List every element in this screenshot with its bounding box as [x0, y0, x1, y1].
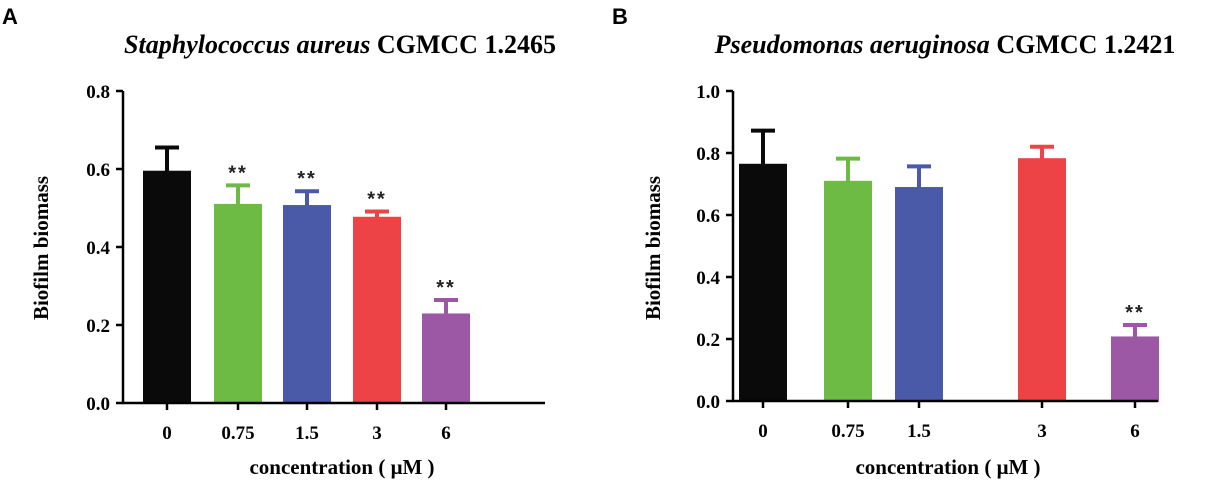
- panel-a: A Staphylococcus aureus CGMCC 1.2465 Bio…: [2, 4, 556, 479]
- x-tick-label-b-6: 6: [1130, 421, 1140, 442]
- significance-mark-a-6: **: [436, 277, 456, 299]
- plot-area-a: ** ** ** ** 0.0 0.2 0.4 0.6 0.8 0 0.75 1.5 3 6: [86, 82, 545, 444]
- y-tick-label-b-0.0: 0.0: [696, 392, 720, 413]
- chart-title-a-species: Staphylococcus aureus: [124, 30, 370, 59]
- panel-letter-b: B: [612, 4, 628, 29]
- chart-title-b: Pseudomonas aeruginosa CGMCC 1.2421: [714, 30, 1176, 59]
- y-tick-label-a-0.0: 0.0: [86, 394, 110, 415]
- error-bar-a-0.75: [226, 183, 250, 205]
- significance-mark-a-1.5: **: [297, 168, 317, 190]
- y-tick-label-b-0.6: 0.6: [696, 206, 720, 227]
- bar-a-6: [422, 313, 470, 404]
- x-tick-label-a-1.5: 1.5: [295, 423, 319, 444]
- chart-title-a: Staphylococcus aureus CGMCC 1.2465: [124, 30, 556, 59]
- x-tick-label-b-3: 3: [1037, 421, 1047, 442]
- y-tick-label-a-0.8: 0.8: [86, 82, 110, 103]
- x-axis-label-b: concentration ( μM ): [855, 455, 1040, 479]
- bar-a-3: [353, 216, 401, 404]
- y-tick-label-a-0.6: 0.6: [86, 160, 110, 181]
- x-tick-label-a-6: 6: [441, 423, 451, 444]
- y-tick-label-b-0.4: 0.4: [696, 268, 720, 289]
- error-bar-b-6: [1123, 323, 1147, 338]
- y-tick-label-b-0.8: 0.8: [696, 144, 720, 165]
- bar-b-0: [739, 163, 787, 402]
- y-tick-label-b-0.2: 0.2: [696, 330, 720, 351]
- panel-letter-a: A: [2, 4, 18, 29]
- error-bar-b-3: [1030, 144, 1054, 160]
- error-bar-a-0: [155, 145, 179, 172]
- x-tick-label-b-0: 0: [758, 421, 768, 442]
- bar-b-6: [1111, 336, 1159, 403]
- x-tick-label-a-0: 0: [162, 423, 172, 444]
- bar-a-0: [143, 170, 191, 404]
- bar-b-1.5: [895, 187, 943, 402]
- error-bar-a-1.5: [295, 189, 319, 207]
- error-bar-b-0: [751, 128, 775, 165]
- x-tick-label-a-3: 3: [372, 423, 382, 444]
- significance-mark-a-3: **: [367, 189, 387, 211]
- x-axis-label-a: concentration ( μM ): [249, 455, 434, 479]
- x-tick-label-a-0.75: 0.75: [221, 423, 254, 444]
- chart-title-b-strain: CGMCC 1.2421: [990, 30, 1176, 59]
- y-tick-label-b-1.0: 1.0: [696, 82, 720, 103]
- x-tick-label-b-0.75: 0.75: [831, 421, 864, 442]
- bar-b-0.75: [824, 180, 872, 402]
- error-bar-a-3: [365, 209, 389, 218]
- significance-mark-b-6: **: [1125, 302, 1145, 324]
- error-bar-b-1.5: [907, 164, 931, 189]
- plot-area-b: ** 0.0 0.2 0.4 0.6 0.8 1.0 0 0.75 1.5 3 6: [696, 82, 1159, 442]
- y-tick-label-a-0.4: 0.4: [86, 238, 110, 259]
- y-axis-label-b: Biofilm biomass: [641, 176, 665, 320]
- bar-a-1.5: [283, 205, 331, 404]
- y-tick-label-a-0.2: 0.2: [86, 316, 110, 337]
- panel-b: B Pseudomonas aeruginosa CGMCC 1.2421 Bi…: [612, 4, 1175, 479]
- chart-title-a-strain: CGMCC 1.2465: [370, 30, 556, 59]
- error-bar-b-0.75: [836, 156, 860, 182]
- bar-b-3: [1018, 158, 1066, 402]
- bar-a-0.75: [214, 203, 262, 404]
- y-axis-label-a: Biofilm biomass: [29, 176, 53, 320]
- x-tick-label-b-1.5: 1.5: [907, 421, 931, 442]
- error-bar-a-6: [434, 298, 458, 315]
- chart-title-b-species: Pseudomonas aeruginosa: [714, 30, 990, 59]
- significance-mark-a-0.75: **: [228, 162, 248, 184]
